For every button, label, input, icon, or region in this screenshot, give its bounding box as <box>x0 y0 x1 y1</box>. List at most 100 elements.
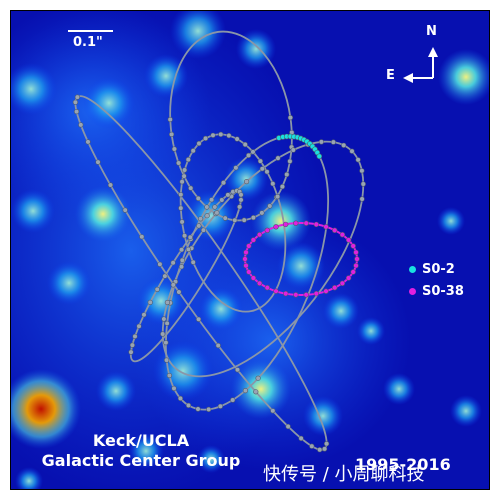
measurement-point <box>200 227 207 233</box>
measurement-point <box>178 192 184 198</box>
measurement-point <box>233 165 239 171</box>
legend-label-s038: S0-38 <box>422 284 464 299</box>
measurement-point <box>214 210 220 216</box>
measurement-point <box>259 210 265 216</box>
measurement-point <box>256 232 263 238</box>
measurement-point <box>72 99 79 105</box>
measurement-point <box>209 197 215 203</box>
measurement-point <box>324 441 330 447</box>
measurement-point <box>283 290 289 297</box>
measurement-point <box>273 224 279 230</box>
measurement-point <box>219 197 225 203</box>
measurement-point <box>179 179 185 185</box>
measurement-point <box>250 237 257 243</box>
measurement-point <box>196 140 202 147</box>
measurement-point <box>257 158 263 164</box>
measurement-point <box>164 299 170 306</box>
measurement-point <box>166 372 172 379</box>
measurement-point <box>136 323 142 329</box>
measurement-point <box>203 135 209 141</box>
measurement-point <box>318 139 325 145</box>
measurement-point <box>182 167 188 173</box>
measurement-point <box>243 262 249 269</box>
measurement-point <box>195 195 201 201</box>
measurement-point <box>241 217 247 223</box>
measurement-point <box>330 139 337 145</box>
measurement-point <box>171 146 177 152</box>
measurement-point <box>178 205 184 211</box>
measurement-point <box>322 446 328 452</box>
measurement-point <box>238 192 244 198</box>
measurement-point <box>353 262 359 269</box>
compass-east-label: E <box>386 68 395 83</box>
measurement-point <box>167 116 173 123</box>
north-arrow-icon <box>428 47 438 57</box>
measurement-point <box>179 247 185 253</box>
measurement-point <box>147 299 153 306</box>
measurement-point <box>275 194 281 200</box>
measurement-point <box>238 197 244 203</box>
measurement-point <box>225 192 231 198</box>
measurement-point <box>139 234 145 240</box>
measurement-point <box>215 342 221 349</box>
measurement-point <box>246 269 252 275</box>
measurement-point <box>323 224 329 230</box>
measurement-point <box>313 221 319 228</box>
measurement-point <box>182 233 188 239</box>
measurement-point <box>293 220 299 226</box>
measurement-point <box>179 219 185 225</box>
measurement-point <box>270 181 276 187</box>
measurement-point <box>242 141 248 148</box>
date-range: 1995-2016 <box>355 455 451 474</box>
measurement-point <box>170 282 176 288</box>
measurement-point <box>242 256 248 262</box>
legend-item-s038: S0-38 <box>409 284 464 299</box>
measurement-point <box>316 153 323 160</box>
measurement-point <box>287 158 293 164</box>
measurement-point <box>170 260 176 266</box>
credit-text: Keck/UCLA Galactic Center Group <box>25 431 257 471</box>
measurement-point <box>349 148 355 154</box>
measurement-point <box>355 157 361 163</box>
measurement-point <box>332 227 338 234</box>
measurement-point <box>154 286 160 293</box>
measurement-point <box>283 221 289 228</box>
measurement-point <box>128 349 134 355</box>
measurement-point <box>264 285 270 291</box>
measurement-point <box>264 169 270 175</box>
measurement-point <box>198 216 204 222</box>
measurement-point <box>95 159 101 165</box>
measurement-point <box>218 131 224 137</box>
compass-north-label: N <box>426 24 437 39</box>
measurement-point <box>220 180 227 186</box>
measurement-point <box>196 223 202 229</box>
measurement-point <box>179 257 185 263</box>
measurement-point <box>212 204 218 210</box>
measurement-point <box>190 148 196 154</box>
measurement-point <box>74 94 80 100</box>
measurement-point <box>359 168 365 174</box>
measurement-point <box>230 397 236 403</box>
measurement-point <box>222 215 228 221</box>
measurement-point <box>290 147 296 153</box>
measurement-point <box>360 181 366 187</box>
credit-line-1: Keck/UCLA <box>92 431 190 450</box>
measurement-point <box>242 388 248 394</box>
measurement-point <box>164 357 170 363</box>
measurement-point <box>85 139 91 145</box>
measurement-point <box>185 157 191 163</box>
measurement-point <box>264 227 270 234</box>
measurement-point <box>303 220 309 226</box>
measurement-point <box>190 259 196 265</box>
measurement-point <box>107 182 114 188</box>
measurement-point <box>303 292 309 298</box>
measurement-point <box>122 207 128 213</box>
measurement-point <box>323 288 329 294</box>
measurement-point <box>313 290 319 297</box>
legend-label-s02: S0-2 <box>422 262 455 277</box>
s02-measurement-points <box>276 133 323 160</box>
measurement-point <box>267 203 273 209</box>
compass <box>403 47 438 83</box>
s038-measurement-points <box>242 220 360 298</box>
sky-field <box>11 11 489 489</box>
